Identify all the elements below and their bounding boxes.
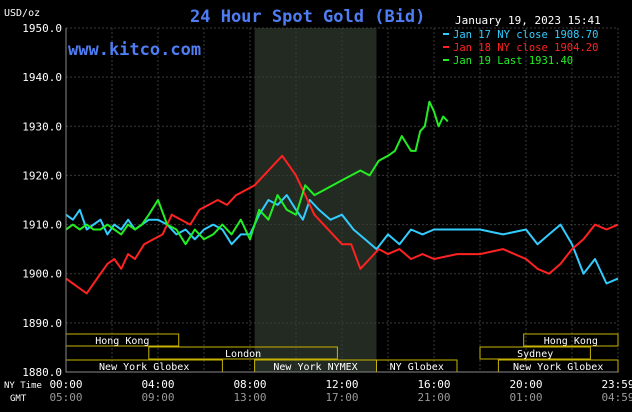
y-axis-unit-label: USD/oz xyxy=(4,8,40,19)
nymex-highlight-band xyxy=(254,28,377,372)
x-tick-label-ny: 16:00 xyxy=(417,378,450,391)
x-tick-label-ny: 04:00 xyxy=(141,378,174,391)
y-tick-label: 1880.0 xyxy=(22,366,62,379)
x-tick-label-ny: 00:00 xyxy=(49,378,82,391)
y-tick-label: 1950.0 xyxy=(22,22,62,35)
legend-entry: Jan 18 NY close 1904.20 xyxy=(453,42,598,54)
ny-time-row-label: NY Time xyxy=(4,381,42,391)
chart-title: 24 Hour Spot Gold (Bid) xyxy=(190,7,425,27)
y-tick-label: 1940.0 xyxy=(22,71,62,84)
x-tick-label-gmt: 17:00 xyxy=(325,391,358,404)
price-series xyxy=(65,100,619,295)
series-line-2 xyxy=(65,154,619,295)
y-tick-label: 1910.0 xyxy=(22,219,62,232)
x-tick-label-gmt: 05:00 xyxy=(49,391,82,404)
session-bar xyxy=(148,346,338,360)
x-tick-label-gmt: 13:00 xyxy=(233,391,266,404)
x-tick-label-ny: 23:59 xyxy=(601,378,632,391)
x-tick-label-ny: 20:00 xyxy=(509,378,542,391)
timestamp: January 19, 2023 15:41 xyxy=(455,14,601,27)
nymex-session-shading xyxy=(254,28,377,372)
session-bar xyxy=(479,346,591,360)
y-tick-label: 1890.0 xyxy=(22,317,62,330)
y-tick-label: 1930.0 xyxy=(22,120,62,133)
x-tick-label-ny: 08:00 xyxy=(233,378,266,391)
x-tick-label-gmt: 09:00 xyxy=(141,391,174,404)
y-tick-label: 1900.0 xyxy=(22,268,62,281)
legend-entry: Jan 17 NY close 1908.70 xyxy=(453,29,598,41)
session-label: New York NYMEX xyxy=(273,362,357,373)
x-tick-label-gmt: 04:59 xyxy=(601,391,632,404)
session-label: New York Globex xyxy=(99,362,189,373)
trading-session-bars: Hong Kong London New York Globex New York N… xyxy=(65,333,619,373)
session-label: Sydney xyxy=(517,349,553,360)
axes: 1880.0 1890.0 1900.0 1910.0 1920.0 1930.0 1940… xyxy=(22,22,632,404)
x-tick-label-gmt: 21:00 xyxy=(417,391,450,404)
site-label[interactable]: www.kitco.com xyxy=(68,40,201,60)
session-bar xyxy=(523,333,619,347)
session-label: London xyxy=(225,349,261,360)
legend-entry: Jan 19 Last 1931.40 xyxy=(453,55,573,67)
session-label: Hong Kong xyxy=(95,336,149,347)
session-label: NY Globex xyxy=(390,362,444,373)
session-label: New York Globex xyxy=(513,362,603,373)
gmt-row-label: GMT xyxy=(10,394,27,404)
x-tick-label-ny: 12:00 xyxy=(325,378,358,391)
series-line-3 xyxy=(65,100,449,246)
series-line-1 xyxy=(65,194,619,285)
session-label: Hong Kong xyxy=(544,336,598,347)
x-tick-label-gmt: 01:00 xyxy=(509,391,542,404)
y-tick-label: 1920.0 xyxy=(22,169,62,182)
